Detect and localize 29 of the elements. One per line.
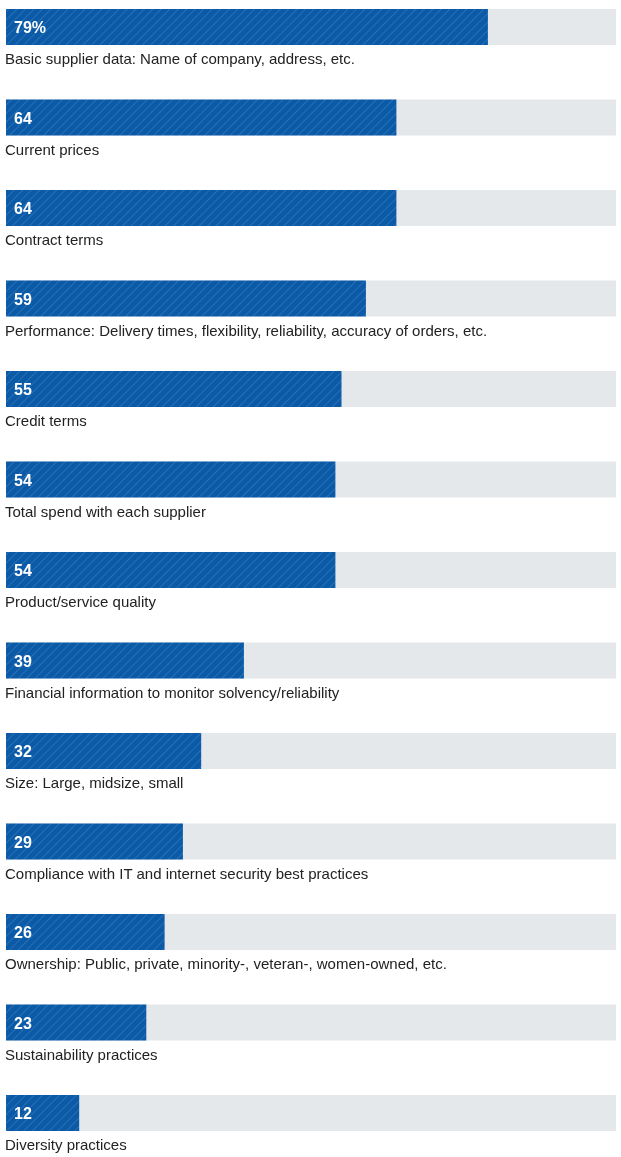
data-label: 79%: [14, 19, 47, 36]
bar: [6, 1095, 80, 1131]
y-tick-label: Credit terms: [5, 412, 87, 429]
y-tick-label: Diversity practices: [5, 1136, 127, 1153]
data-label: 59: [14, 290, 32, 308]
data-label: 26: [14, 924, 32, 941]
data-label: 32: [14, 743, 32, 760]
y-tick-label: Ownership: Public, private, minority-, veteran-, women-owned, etc.: [5, 955, 447, 972]
bar: [6, 1004, 147, 1041]
y-tick-label: Size: Large, midsize, small: [5, 774, 184, 791]
bar: [6, 823, 183, 860]
y-tick-label: Product/service quality: [5, 593, 157, 610]
y-tick-label: Financial information to monitor solvency/reliability: [5, 683, 340, 701]
y-tick-label: Current prices: [5, 140, 100, 158]
data-label: 54: [14, 562, 32, 579]
data-label: 39: [14, 652, 32, 670]
y-tick-label: Basic supplier data: Name of company, address, etc.: [5, 50, 355, 67]
data-label: 64: [14, 200, 32, 217]
data-label: 54: [14, 471, 32, 489]
y-tick-label: Sustainability practices: [5, 1045, 158, 1063]
y-tick-label: Contract terms: [5, 231, 104, 248]
data-label: 23: [14, 1014, 32, 1032]
y-tick-label: Compliance with IT and internet security best practices: [5, 864, 369, 882]
data-label: 12: [14, 1105, 32, 1122]
y-tick-label: Total spend with each supplier: [5, 502, 206, 520]
data-label: 64: [14, 109, 32, 127]
data-label: 29: [14, 833, 32, 851]
y-tick-label: Performance: Delivery times, flexibility, reliability, accuracy of orders, etc.: [5, 321, 488, 339]
data-label: 55: [14, 381, 32, 398]
